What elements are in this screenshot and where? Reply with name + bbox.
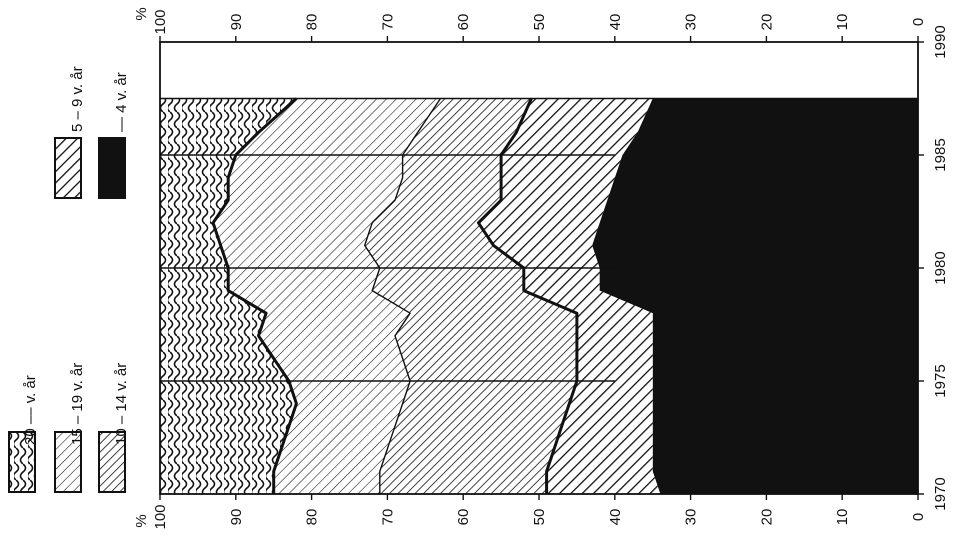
legend-label: 10 – 14 v. år (113, 363, 130, 445)
tick-label-top: 60 (455, 14, 472, 31)
area-band-2 (478, 98, 661, 494)
tick-label-top: 50 (531, 14, 548, 31)
tick-label-bottom: 90 (228, 509, 245, 526)
tick-label-bottom: 0 (910, 513, 927, 521)
legend-swatch (98, 431, 126, 493)
tick-label-top: 100 (152, 9, 169, 34)
band-boundary-line-4 (211, 97, 298, 494)
tick-label-top: 80 (304, 14, 321, 31)
legend-label: 5 – 9 v. år (69, 66, 86, 132)
tick-label-bottom: 10 (834, 509, 851, 526)
axes: 0 0 10 10 20 20 30 30 40 40 50 50 60 60 70 70 80 80 90 90 10… (133, 7, 949, 529)
tick-label-top: 20 (758, 14, 775, 31)
legend-swatch (8, 431, 36, 493)
tick-label-bottom: 30 (683, 509, 700, 526)
year-tick-label: 1985 (932, 138, 949, 171)
tick-label-top: 40 (607, 14, 624, 31)
legend-item-3: 10 – 14 v. år (98, 363, 130, 493)
legend-swatch (54, 137, 82, 199)
area-band-1 (592, 98, 918, 494)
year-tick-label: 1975 (932, 364, 949, 397)
tick-label-top: 30 (683, 14, 700, 31)
plot-area (160, 97, 918, 494)
tick-label-bottom: 70 (379, 509, 396, 526)
legend-item-4: 5 – 9 v. år (54, 66, 86, 199)
legend-label: 15 – 19 v. år (69, 363, 86, 445)
year-tick-label: 1990 (932, 25, 949, 58)
legend: 20 –– v. år 15 – 19 v. år 10 – 14 v. år 5 –… (8, 66, 130, 493)
tick-label-bottom: 80 (304, 509, 321, 526)
tick-label-top: 70 (379, 14, 396, 31)
band-boundary-line-3 (364, 98, 442, 494)
year-tick-label: 1980 (932, 251, 949, 284)
legend-swatch (54, 431, 82, 493)
tick-label-bottom: 50 (531, 509, 548, 526)
year-tick-label: 1970 (932, 477, 949, 510)
tick-label-top: 90 (228, 14, 245, 31)
legend-swatch (98, 137, 126, 199)
tick-label-bottom: 60 (455, 509, 472, 526)
legend-item-2: 15 – 19 v. år (54, 363, 86, 493)
tick-label-bottom: 40 (607, 509, 624, 526)
legend-item-5: — 4 v. år (98, 72, 130, 199)
area-band-5 (160, 98, 297, 494)
area-band-4 (213, 98, 441, 494)
unit-label-top: % (133, 7, 150, 20)
legend-item-1: 20 –– v. år (8, 375, 39, 493)
legend-label: 20 –– v. år (22, 375, 39, 445)
unit-label-bottom: % (133, 514, 150, 527)
tick-label-bottom: 20 (758, 509, 775, 526)
band-boundary-line-2 (476, 97, 579, 494)
legend-label: — 4 v. år (113, 72, 130, 132)
tick-label-bottom: 100 (152, 504, 169, 529)
tick-label-top: 0 (910, 18, 927, 26)
area-band-3 (364, 98, 577, 494)
tick-label-top: 10 (834, 14, 851, 31)
